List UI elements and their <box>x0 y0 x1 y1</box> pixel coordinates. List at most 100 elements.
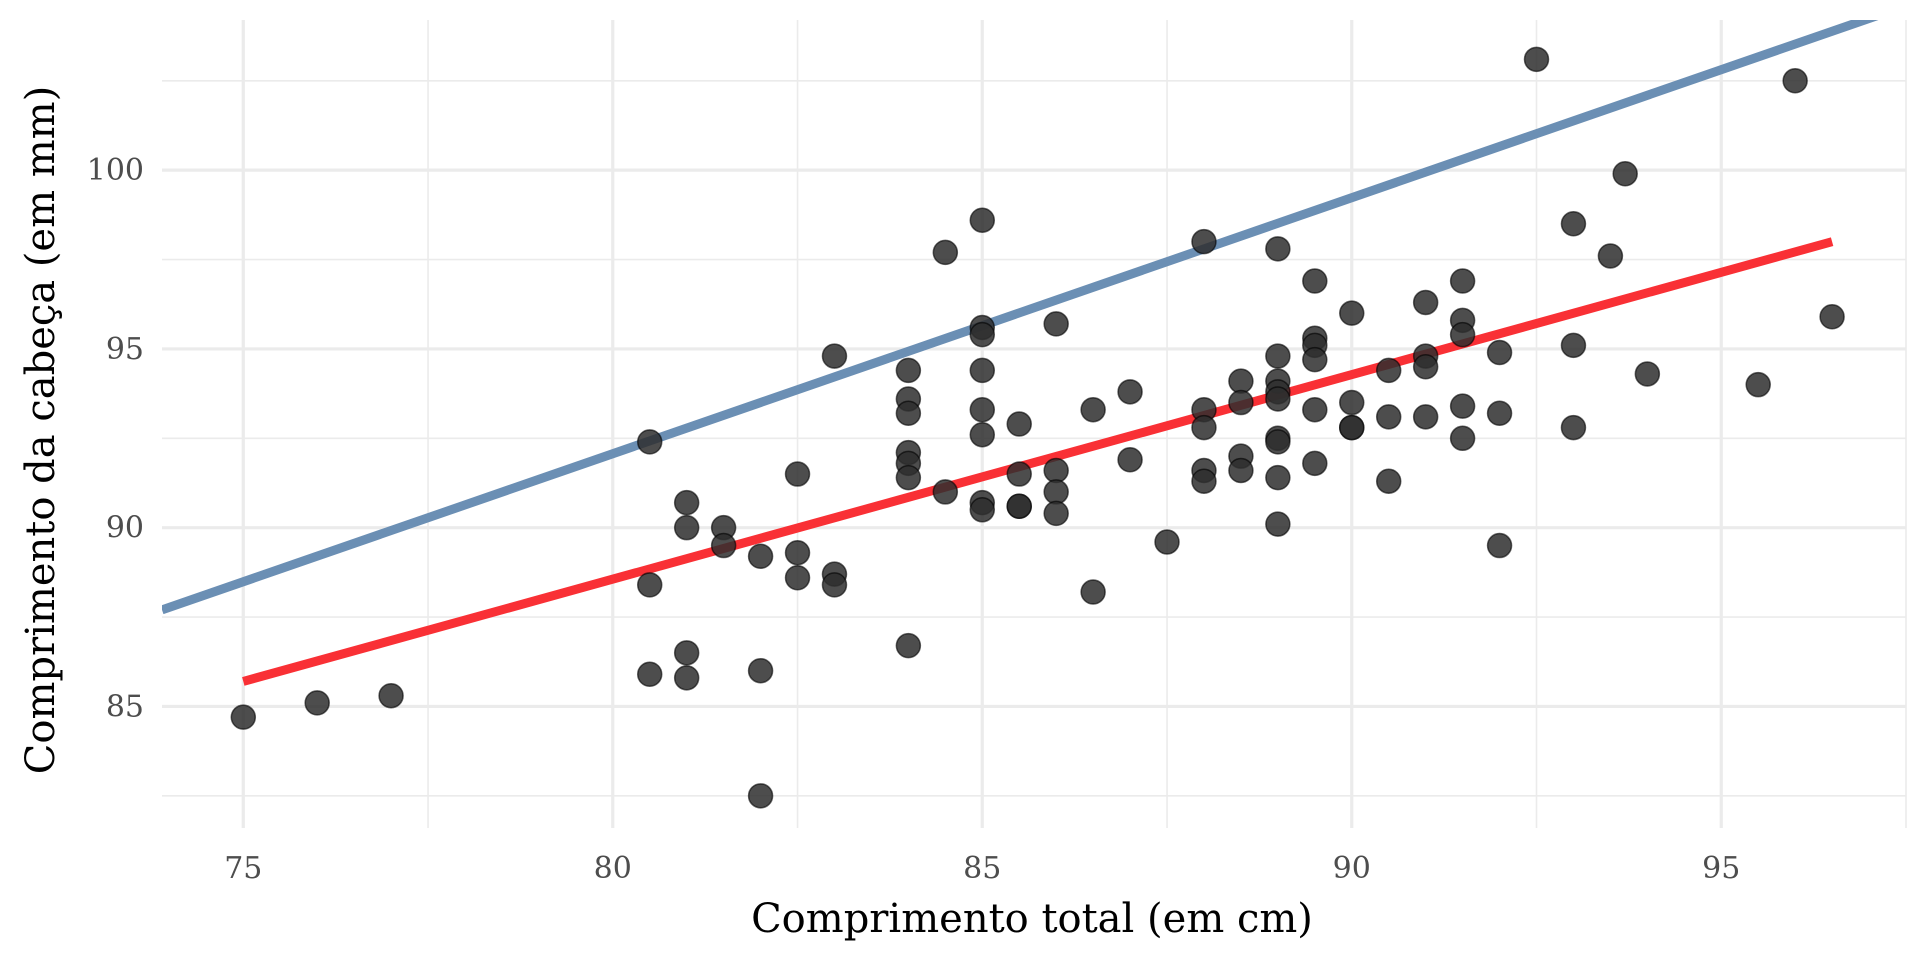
data-point <box>1080 579 1106 605</box>
x-tick-label: 85 <box>963 851 1001 886</box>
data-point <box>1449 393 1476 419</box>
data-point <box>1191 414 1217 441</box>
data-point <box>1486 339 1513 366</box>
data-point <box>969 497 996 523</box>
data-point <box>378 682 404 709</box>
data-point <box>1486 400 1513 427</box>
data-point <box>969 357 996 384</box>
data-point <box>895 357 922 384</box>
regression-line-2 <box>242 237 1834 686</box>
data-point <box>1228 389 1254 416</box>
data-point <box>673 665 700 691</box>
data-point <box>1449 425 1476 452</box>
x-tick-label: 90 <box>1333 851 1371 886</box>
data-point <box>1412 354 1439 380</box>
data-point <box>969 396 996 423</box>
y-axis-tick-labels: 85 90 95 100 <box>87 153 144 724</box>
data-point <box>747 783 774 809</box>
y-tick-label: 90 <box>106 511 144 546</box>
data-point <box>1412 404 1439 430</box>
data-point <box>932 479 959 505</box>
data-point <box>895 464 922 491</box>
data-point <box>1265 429 1291 455</box>
data-point <box>747 543 774 570</box>
x-tick-label: 95 <box>1702 851 1740 886</box>
data-point <box>230 704 257 730</box>
data-point <box>710 532 737 559</box>
data-point <box>1228 457 1254 484</box>
data-point <box>932 239 959 266</box>
data-point <box>784 539 811 566</box>
data-point <box>1191 468 1217 494</box>
data-point <box>1612 160 1638 187</box>
data-point <box>1597 243 1624 269</box>
data-point <box>1302 450 1328 477</box>
regression-lines <box>162 20 1879 686</box>
data-point <box>1523 46 1550 73</box>
data-point <box>821 343 848 369</box>
data-point <box>1486 532 1513 559</box>
data-point <box>1819 303 1845 330</box>
x-axis-tick-labels: 75 80 85 90 95 <box>224 851 1740 886</box>
data-points <box>230 46 1845 809</box>
data-point <box>1302 268 1328 294</box>
data-point <box>1339 389 1365 416</box>
y-tick-label: 95 <box>106 332 144 367</box>
data-point <box>1375 404 1402 430</box>
data-point <box>1302 396 1328 423</box>
data-point <box>1265 464 1291 491</box>
data-point <box>1560 332 1587 359</box>
data-point <box>1745 371 1771 398</box>
data-point <box>1634 361 1661 387</box>
data-point <box>1375 468 1402 494</box>
data-point <box>673 489 700 516</box>
data-point <box>1560 414 1587 441</box>
data-point <box>1265 386 1291 412</box>
major-gridlines <box>162 20 1906 828</box>
data-point <box>1782 68 1808 94</box>
data-point <box>1117 447 1143 473</box>
data-point <box>1117 379 1143 405</box>
data-point <box>1006 461 1032 487</box>
x-axis-title: Comprimento total (em cm) <box>751 896 1313 942</box>
data-point <box>673 640 700 666</box>
data-point <box>1043 479 1069 505</box>
data-point <box>1375 357 1402 384</box>
data-point <box>1043 457 1069 484</box>
data-point <box>821 572 848 598</box>
y-tick-label: 100 <box>87 153 144 188</box>
data-point <box>1449 321 1476 348</box>
data-point <box>1080 396 1106 423</box>
data-point <box>747 657 774 684</box>
data-point <box>636 429 663 455</box>
data-point <box>1412 289 1439 316</box>
data-point <box>784 564 811 591</box>
data-point <box>304 690 330 716</box>
data-point <box>784 461 811 487</box>
data-point <box>1449 268 1476 294</box>
y-tick-label: 85 <box>106 689 144 724</box>
data-point <box>1265 236 1291 262</box>
data-point <box>895 400 922 427</box>
data-point <box>1302 346 1328 373</box>
data-point <box>1006 411 1032 437</box>
data-point <box>636 572 663 598</box>
data-point <box>895 632 922 659</box>
data-point <box>969 207 996 233</box>
data-point <box>969 321 996 348</box>
y-axis-title: Comprimento da cabeça (em mm) <box>18 86 64 774</box>
data-point <box>673 514 700 541</box>
data-point <box>1006 493 1032 519</box>
data-point <box>1043 311 1069 337</box>
data-point <box>1265 343 1291 369</box>
x-tick-label: 80 <box>594 851 632 886</box>
x-tick-label: 75 <box>224 851 262 886</box>
data-point <box>1339 414 1365 441</box>
data-point <box>1154 529 1180 555</box>
data-point <box>1560 211 1587 237</box>
data-point <box>1228 368 1254 394</box>
data-point <box>1265 511 1291 537</box>
regression-line-1 <box>162 20 1879 615</box>
data-point <box>969 421 996 448</box>
